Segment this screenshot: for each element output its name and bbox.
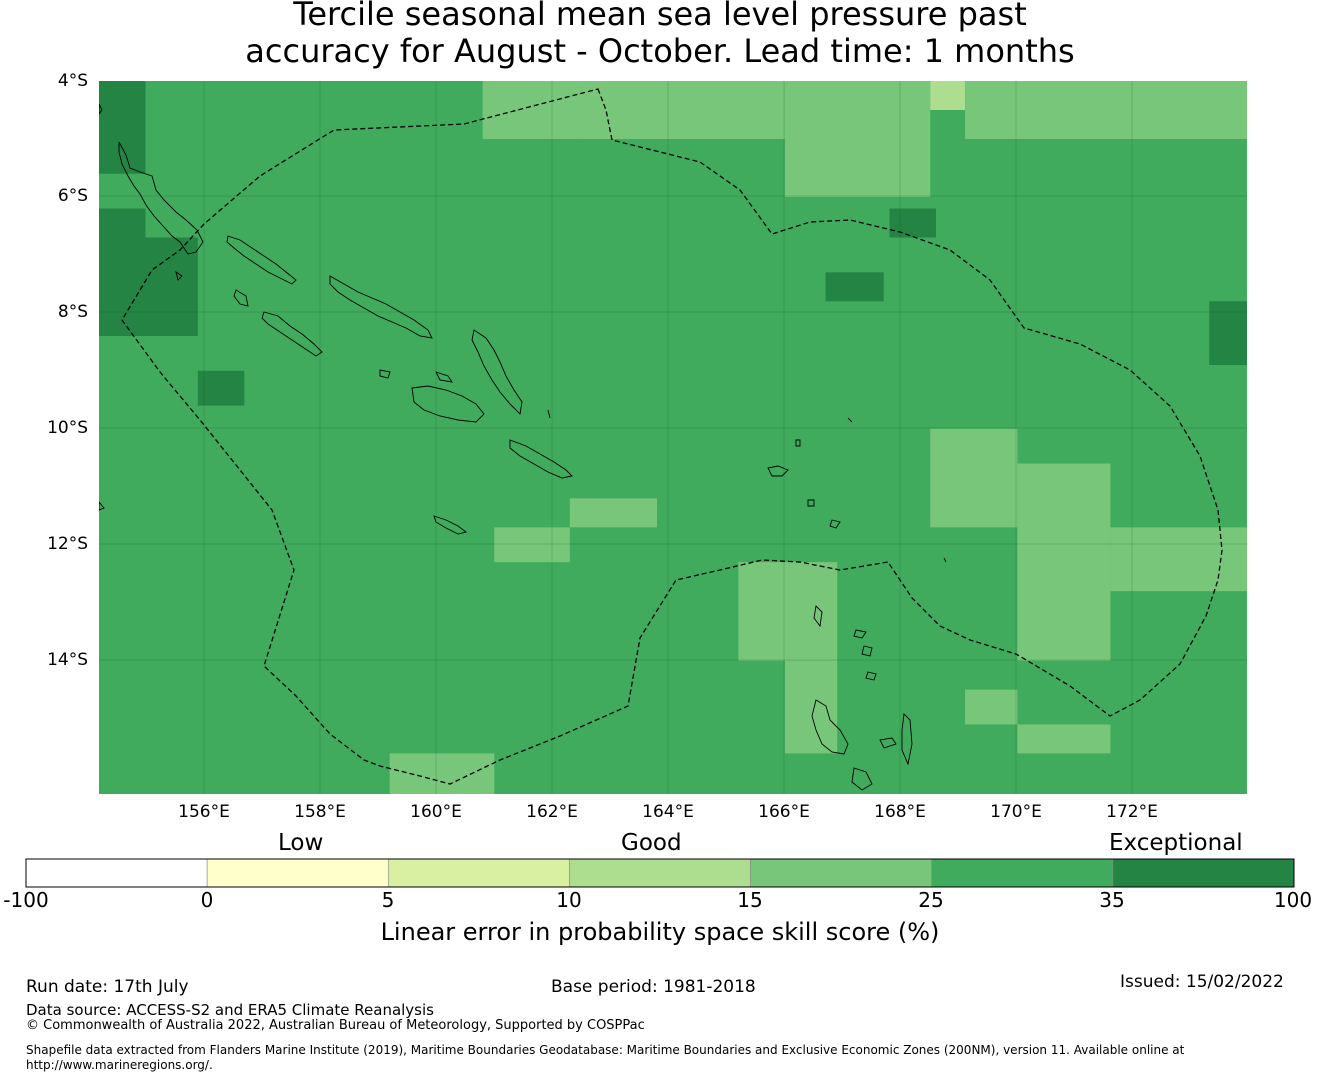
- graticule: [99, 81, 1247, 794]
- colorbar-tick-label: 35: [1099, 888, 1125, 912]
- lat-tick-label: 8°S: [57, 302, 88, 322]
- eez-boundary: [121, 88, 1223, 785]
- data-source: Data source: ACCESS-S2 and ERA5 Climate …: [26, 1001, 434, 1019]
- skill-cell: [784, 81, 931, 197]
- skill-cell: [145, 237, 198, 337]
- skill-cell: [825, 272, 884, 302]
- map-area: [99, 81, 1247, 794]
- lat-tick-label: 14°S: [47, 650, 88, 670]
- skill-cell: [389, 753, 495, 794]
- map-background: [99, 81, 1247, 794]
- colorbar-tick-label: 0: [200, 888, 214, 912]
- vanuatu-central-islands: [851, 713, 913, 791]
- colorbar-tick-label: 25: [918, 888, 944, 912]
- lat-tick-label: 6°S: [57, 186, 88, 206]
- lon-tick-label: 158°E: [294, 802, 346, 822]
- bougainville-island: [118, 141, 204, 255]
- skill-cell: [889, 208, 937, 238]
- lon-tick-label: 160°E: [410, 802, 462, 822]
- skill-cell: [569, 498, 658, 528]
- lon-tick-label: 170°E: [990, 802, 1042, 822]
- skill-cell: [930, 428, 1018, 528]
- santa-isabel-island: [329, 275, 433, 339]
- small-islets: [99, 103, 947, 563]
- skill-cell: [965, 689, 1018, 725]
- new-georgia-islands: [233, 289, 323, 357]
- run-date: Run date: 17th July: [26, 977, 189, 997]
- lat-tick-label: 10°S: [47, 418, 88, 438]
- choiseul-island: [226, 235, 297, 285]
- lat-tick-label: 4°S: [57, 71, 88, 91]
- lon-tick-label: 164°E: [642, 802, 694, 822]
- colorbar-segment: [931, 858, 1114, 888]
- skill-cell: [482, 81, 582, 139]
- lon-tick-label: 162°E: [526, 802, 578, 822]
- skill-cell: [930, 81, 966, 110]
- skill-cell: [99, 208, 146, 337]
- colorbar-tick-label: -100: [3, 888, 49, 912]
- skill-cell: [581, 81, 785, 139]
- lon-tick-label: 166°E: [758, 802, 810, 822]
- rennell-island: [433, 515, 468, 535]
- skill-cell: [738, 562, 838, 661]
- copyright-notice: © Commonwealth of Australia 2022, Austra…: [26, 1018, 645, 1033]
- skill-cell: [1017, 724, 1111, 754]
- colorbar-segment: [387, 858, 570, 888]
- colorbar-segment: [750, 858, 933, 888]
- colorbar-tick-label: 15: [737, 888, 763, 912]
- colorbar-title: Linear error in probability space skill …: [380, 918, 940, 946]
- issued-date: Issued: 15/02/2022: [1120, 972, 1284, 992]
- chart-title: Tercile seasonal mean sea level pressure…: [0, 0, 1320, 70]
- colorbar-segment: [569, 858, 751, 888]
- skill-cell: [784, 660, 838, 754]
- title-line-1: Tercile seasonal mean sea level pressure…: [293, 0, 1027, 33]
- lon-tick-label: 172°E: [1106, 802, 1158, 822]
- colorbar-outline: [25, 858, 1295, 888]
- shapefile-credit: Shapefile data extracted from Flanders M…: [26, 1043, 1185, 1072]
- skill-cell: [494, 527, 570, 563]
- skill-cell: [197, 370, 245, 406]
- lon-tick-label: 156°E: [178, 802, 230, 822]
- title-line-2: accuracy for August - October. Lead time…: [245, 32, 1075, 70]
- guadalcanal-island: [411, 385, 485, 423]
- santa-cruz-islands: [767, 439, 841, 529]
- colorbar-tick-label: 5: [381, 888, 395, 912]
- makira-island: [509, 439, 573, 479]
- colorbar-segment: [25, 858, 208, 888]
- skill-cell: [1017, 463, 1111, 661]
- colorbar-segment: [206, 858, 389, 888]
- espiritu-santo-island: [811, 699, 849, 755]
- colorbar-tick-label: 10: [556, 888, 582, 912]
- skill-cell: [1110, 527, 1247, 592]
- category-exceptional-label: Exceptional: [1109, 830, 1243, 856]
- category-good-label: Good: [621, 830, 682, 856]
- colorbar-tick-label: 100: [1273, 888, 1313, 912]
- skill-cell: [99, 81, 146, 174]
- lat-tick-label: 12°S: [47, 534, 88, 554]
- base-period: Base period: 1981-2018: [551, 977, 756, 997]
- skill-grid: [99, 81, 1247, 794]
- lon-tick-label: 168°E: [874, 802, 926, 822]
- banks-torres-islands: [813, 605, 877, 681]
- malaita-island: [471, 329, 523, 415]
- skill-cell: [965, 81, 1247, 139]
- colorbar: [25, 858, 1295, 888]
- colorbar-segment: [1112, 858, 1295, 888]
- skill-cell: [1209, 301, 1247, 366]
- coastlines: [99, 103, 947, 791]
- category-low-label: Low: [278, 830, 324, 856]
